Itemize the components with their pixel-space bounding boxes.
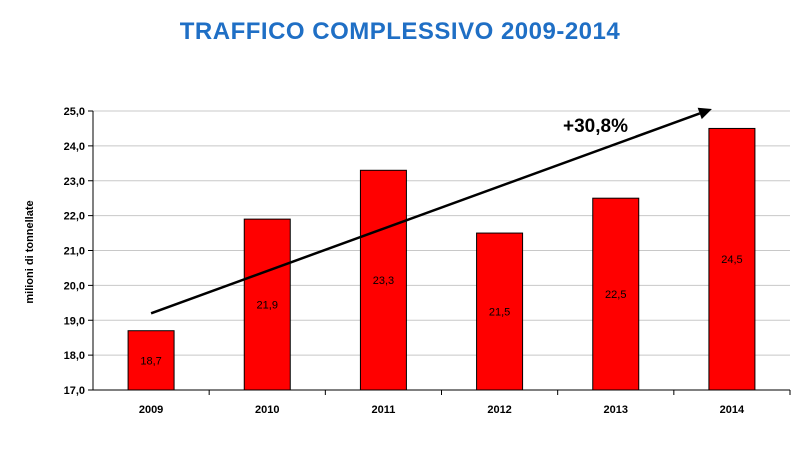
y-tick-label: 23,0 (64, 176, 85, 188)
data-labels: 18,7 21,9 23,3 21,5 22,5 24,5 (140, 254, 742, 367)
bars (127, 127, 756, 391)
y-tick-label: 20,0 (64, 280, 85, 292)
x-tick-label: 2014 (720, 404, 745, 416)
gridlines (93, 110, 790, 356)
trend-arrow-head (697, 107, 712, 120)
y-tick-label: 21,0 (64, 246, 85, 258)
data-label: 22,5 (605, 289, 626, 301)
bar-2014 (708, 127, 756, 391)
bar-2010 (243, 218, 291, 391)
y-tick-label: 22,0 (64, 211, 85, 223)
axes: 17,0 18,0 19,0 20,0 21,0 22,0 23,0 24,0 25,0 2009… (64, 106, 791, 416)
bar-2009 (127, 330, 175, 391)
chart-title: TRAFFICO COMPLESSIVO 2009-2014 (179, 18, 621, 45)
data-label: 23,3 (373, 275, 394, 287)
y-tick-label: 19,0 (64, 315, 85, 327)
y-tick-label: 24,0 (64, 141, 85, 153)
y-axis-label: milioni di tonnellate (24, 200, 36, 303)
bar-2011 (359, 169, 407, 391)
bar-2013 (592, 197, 640, 391)
x-tick-label: 2010 (255, 404, 279, 416)
x-tick-label: 2012 (487, 404, 511, 416)
data-label: 18,7 (140, 355, 161, 367)
trend-arrow-line (150, 112, 701, 315)
x-tick-label: 2013 (604, 404, 628, 416)
y-tick-label: 25,0 (64, 106, 85, 118)
data-label: 24,5 (721, 254, 742, 266)
data-label: 21,5 (489, 307, 510, 319)
growth-annotation: +30,8% (563, 116, 628, 137)
x-tick-label: 2009 (139, 404, 163, 416)
bar-2012 (476, 232, 524, 391)
y-tick-label: 17,0 (64, 385, 85, 397)
x-tick-label: 2011 (371, 404, 395, 416)
data-label: 21,9 (257, 300, 278, 312)
trend-arrow (150, 107, 712, 315)
y-tick-label: 18,0 (64, 350, 85, 362)
